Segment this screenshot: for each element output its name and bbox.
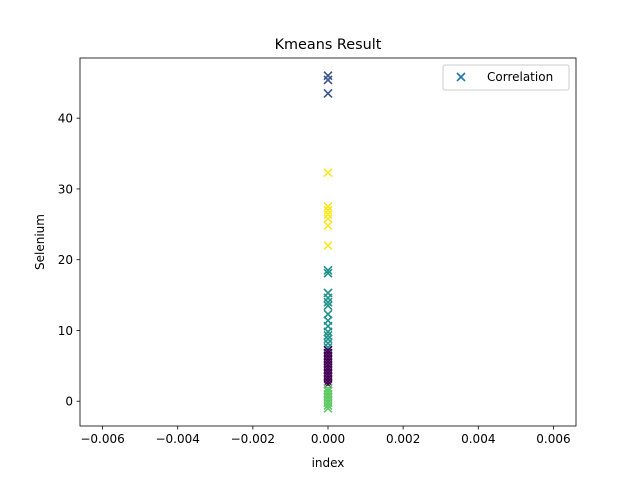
data-point <box>323 345 333 355</box>
data-point <box>323 265 333 275</box>
x-tick-label: 0.006 <box>536 432 570 446</box>
data-point <box>323 288 333 298</box>
y-axis: 0 10 20 30 40 <box>58 112 80 409</box>
x-tick-label: 0.002 <box>386 432 420 446</box>
y-tick-label: 10 <box>58 324 73 338</box>
x-tick-label: 0.000 <box>311 432 345 446</box>
data-point <box>323 202 333 212</box>
data-point <box>323 240 333 251</box>
data-point <box>323 205 333 215</box>
plot-marks <box>323 71 333 413</box>
data-point <box>323 330 333 340</box>
x-tick-label: −0.004 <box>155 432 199 446</box>
legend-x-marker <box>456 72 466 82</box>
data-point <box>323 383 333 394</box>
data-point <box>323 334 333 344</box>
x-tick-label: 0.004 <box>461 432 495 446</box>
chart-title: Kmeans Result <box>275 37 382 53</box>
legend-box <box>442 64 570 91</box>
legend-marker-glyph <box>456 72 466 82</box>
data-point <box>323 168 333 178</box>
y-tick-label: 0 <box>65 395 73 409</box>
legend-label-correlation: Correlation <box>487 70 553 84</box>
data-point <box>323 348 333 358</box>
y-tick-label: 20 <box>58 253 73 267</box>
y-tick-label: 30 <box>58 182 73 196</box>
data-point <box>323 268 333 278</box>
x-tick-label: −0.002 <box>231 432 275 446</box>
y-axis-label: Selenium <box>33 214 47 270</box>
legend: Correlation <box>442 64 570 91</box>
data-point <box>323 71 333 81</box>
data-point <box>323 309 333 319</box>
data-point <box>323 221 333 231</box>
x-axis: −0.006 −0.004 −0.002 0.000 0.002 0.004 0.006 <box>80 426 571 446</box>
x-axis-label: index <box>312 456 345 470</box>
data-point <box>323 386 333 396</box>
x-tick-label: −0.006 <box>80 432 124 446</box>
data-point <box>323 88 333 98</box>
data-point <box>323 301 333 311</box>
y-tick-label: 40 <box>58 112 73 126</box>
